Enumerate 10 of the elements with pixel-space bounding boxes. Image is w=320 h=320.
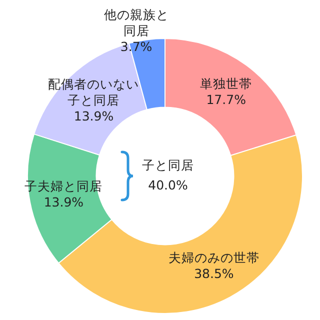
slice-label: 配偶者のいない子と同居	[48, 76, 140, 108]
text: 40.0%	[148, 177, 188, 192]
slice-label: 夫婦のみの世帯	[168, 250, 260, 266]
data-label: 13.9%	[74, 108, 114, 124]
data-label: 38.5%	[194, 266, 234, 282]
slice-label: 他の親族と同居	[104, 6, 169, 38]
slice-label: 単独世帯	[200, 76, 252, 92]
data-label: 13.9%	[44, 194, 84, 210]
data-label: 17.7%	[206, 92, 246, 108]
text: 子と同居	[142, 157, 194, 172]
